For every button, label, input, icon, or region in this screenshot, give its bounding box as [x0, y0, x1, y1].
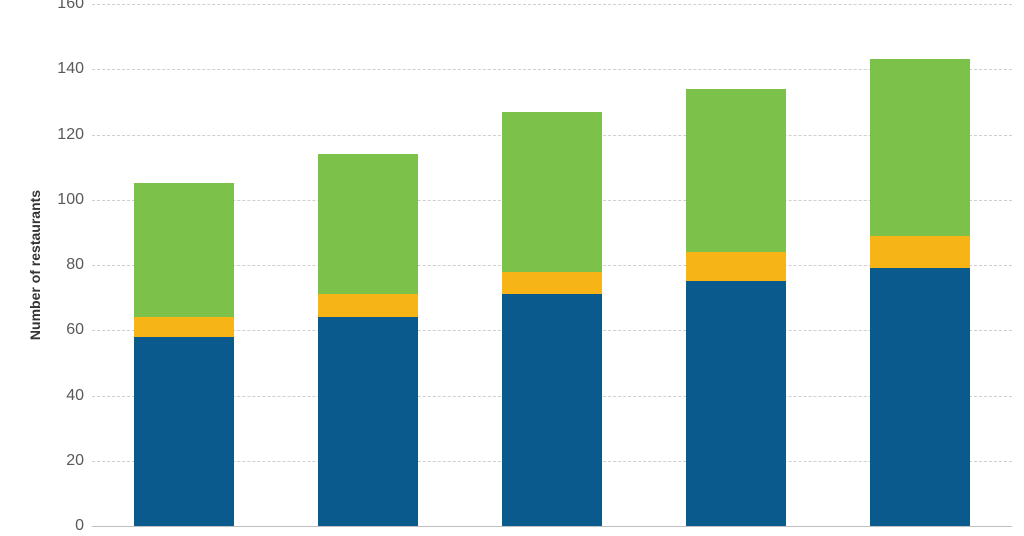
- bar-segment-bottom: [870, 268, 969, 526]
- y-tick-label: 80: [66, 256, 92, 274]
- y-axis-title: Number of restaurants: [27, 190, 43, 340]
- plot-area: 020406080100120140160: [92, 4, 1012, 526]
- bar-group: [686, 4, 785, 526]
- bar-segment-top: [318, 154, 417, 294]
- stacked-bar-chart: Number of restaurants 020406080100120140…: [0, 0, 1024, 536]
- bar-segment-bottom: [318, 317, 417, 526]
- bar-segment-middle: [134, 317, 233, 337]
- bar-group: [502, 4, 601, 526]
- y-tick-label: 160: [57, 0, 92, 13]
- bar-group: [870, 4, 969, 526]
- bar-segment-top: [134, 183, 233, 317]
- gridline: [92, 526, 1012, 527]
- y-tick-label: 60: [66, 321, 92, 339]
- bar-segment-top: [870, 59, 969, 235]
- bar-segment-middle: [318, 294, 417, 317]
- y-tick-label: 40: [66, 387, 92, 405]
- bar-segment-top: [686, 89, 785, 252]
- y-tick-label: 140: [57, 60, 92, 78]
- bar-segment-middle: [686, 252, 785, 281]
- bar-segment-middle: [502, 272, 601, 295]
- bar-segment-bottom: [134, 337, 233, 526]
- bar-group: [318, 4, 417, 526]
- y-tick-label: 20: [66, 452, 92, 470]
- y-tick-label: 120: [57, 126, 92, 144]
- bars-layer: [92, 4, 1012, 526]
- y-tick-label: 100: [57, 191, 92, 209]
- bar-segment-middle: [870, 236, 969, 269]
- y-tick-label: 0: [75, 517, 92, 535]
- bar-group: [134, 4, 233, 526]
- bar-segment-bottom: [686, 281, 785, 526]
- bar-segment-top: [502, 112, 601, 272]
- bar-segment-bottom: [502, 294, 601, 526]
